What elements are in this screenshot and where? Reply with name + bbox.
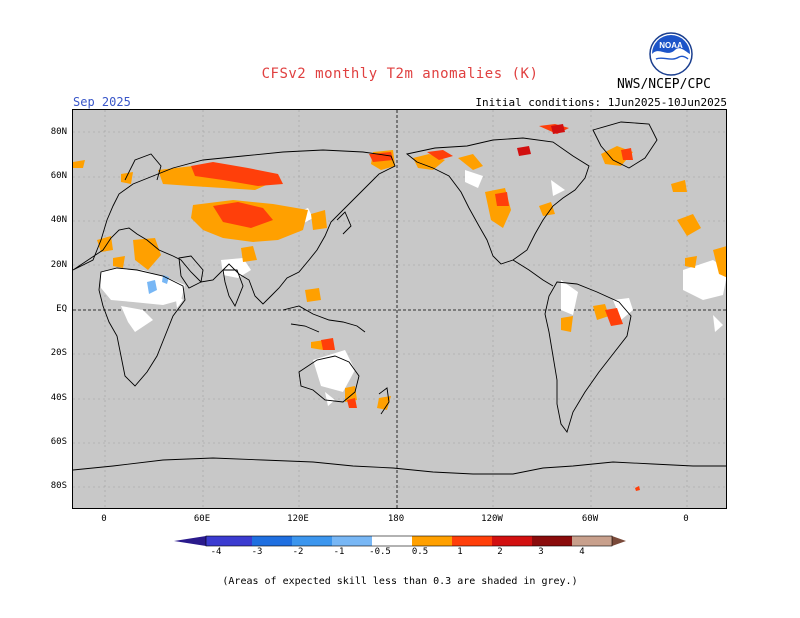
colorbar-swatch-3 xyxy=(532,536,572,546)
warm-anomaly-regions-low xyxy=(73,146,726,410)
lon-label-180: 180 xyxy=(387,514,405,524)
colorbar-label-3: 3 xyxy=(538,547,544,557)
colorbar-label--1: -1 xyxy=(333,547,345,557)
colorbar-label--4: -4 xyxy=(210,547,222,557)
lon-label-60e: 60E xyxy=(193,514,211,524)
lat-label-20n: 20N xyxy=(50,260,67,270)
colorbar-label--3: -3 xyxy=(251,547,263,557)
colorbar-swatch--3 xyxy=(252,536,292,546)
lon-label-120e: 120E xyxy=(287,514,309,524)
noaa-logo-icon: NOAA xyxy=(649,32,693,76)
initial-conditions-label: Initial conditions: 1Jun2025-10Jun2025 xyxy=(475,96,727,109)
colorbar-swatch-lowest xyxy=(174,536,206,546)
lat-label-80s: 80S xyxy=(50,481,67,491)
colorbar-label--0.5: -0.5 xyxy=(369,547,391,557)
warm-anomaly-regions-mid xyxy=(191,124,640,491)
lat-label-60s: 60S xyxy=(50,437,67,447)
coastlines xyxy=(73,121,726,475)
skill-footnote: (Areas of expected skill less than 0.3 a… xyxy=(222,576,578,587)
colorbar-swatch-0.5 xyxy=(412,536,452,546)
lon-label-0-east: 0 xyxy=(683,514,689,524)
colorbar-label-2: 2 xyxy=(497,547,503,557)
colorbar-swatch--1 xyxy=(332,536,372,546)
lon-label-60w: 60W xyxy=(581,514,599,524)
lon-label-120w: 120W xyxy=(481,514,503,524)
lat-label-20s: 20S xyxy=(50,348,67,358)
lat-label-60n: 60N xyxy=(50,171,67,181)
svg-text:NOAA: NOAA xyxy=(659,41,683,50)
colorbar-label-1: 1 xyxy=(457,547,463,557)
lat-label-80n: 80N xyxy=(50,127,67,137)
colorbar-label-4: 4 xyxy=(579,547,585,557)
map-canvas xyxy=(73,110,726,508)
lat-label-eq: EQ xyxy=(56,304,67,314)
colorbar-swatch-neutral xyxy=(372,536,412,546)
map-title: CFSv2 monthly T2m anomalies (K) xyxy=(261,66,539,82)
forecast-month-label: Sep 2025 xyxy=(73,95,131,109)
colorbar-swatch-1 xyxy=(452,536,492,546)
colorbar-swatch--2 xyxy=(292,536,332,546)
colorbar-swatch-4 xyxy=(572,536,612,546)
anomaly-map xyxy=(72,109,727,509)
colorbar-swatch-2 xyxy=(492,536,532,546)
lat-label-40s: 40S xyxy=(50,393,67,403)
lat-label-40n: 40N xyxy=(50,215,67,225)
colorbar-label--2: -2 xyxy=(292,547,304,557)
warm-anomaly-regions-high xyxy=(517,124,565,156)
agency-label: NWS/NCEP/CPC xyxy=(617,77,711,92)
colorbar-label-0.5: 0.5 xyxy=(411,547,429,557)
lon-label-0: 0 xyxy=(101,514,107,524)
colorbar-swatch-highest xyxy=(612,536,626,546)
cool-anomaly-regions xyxy=(147,275,169,294)
colorbar xyxy=(174,535,626,547)
colorbar-swatch--4 xyxy=(206,536,252,546)
